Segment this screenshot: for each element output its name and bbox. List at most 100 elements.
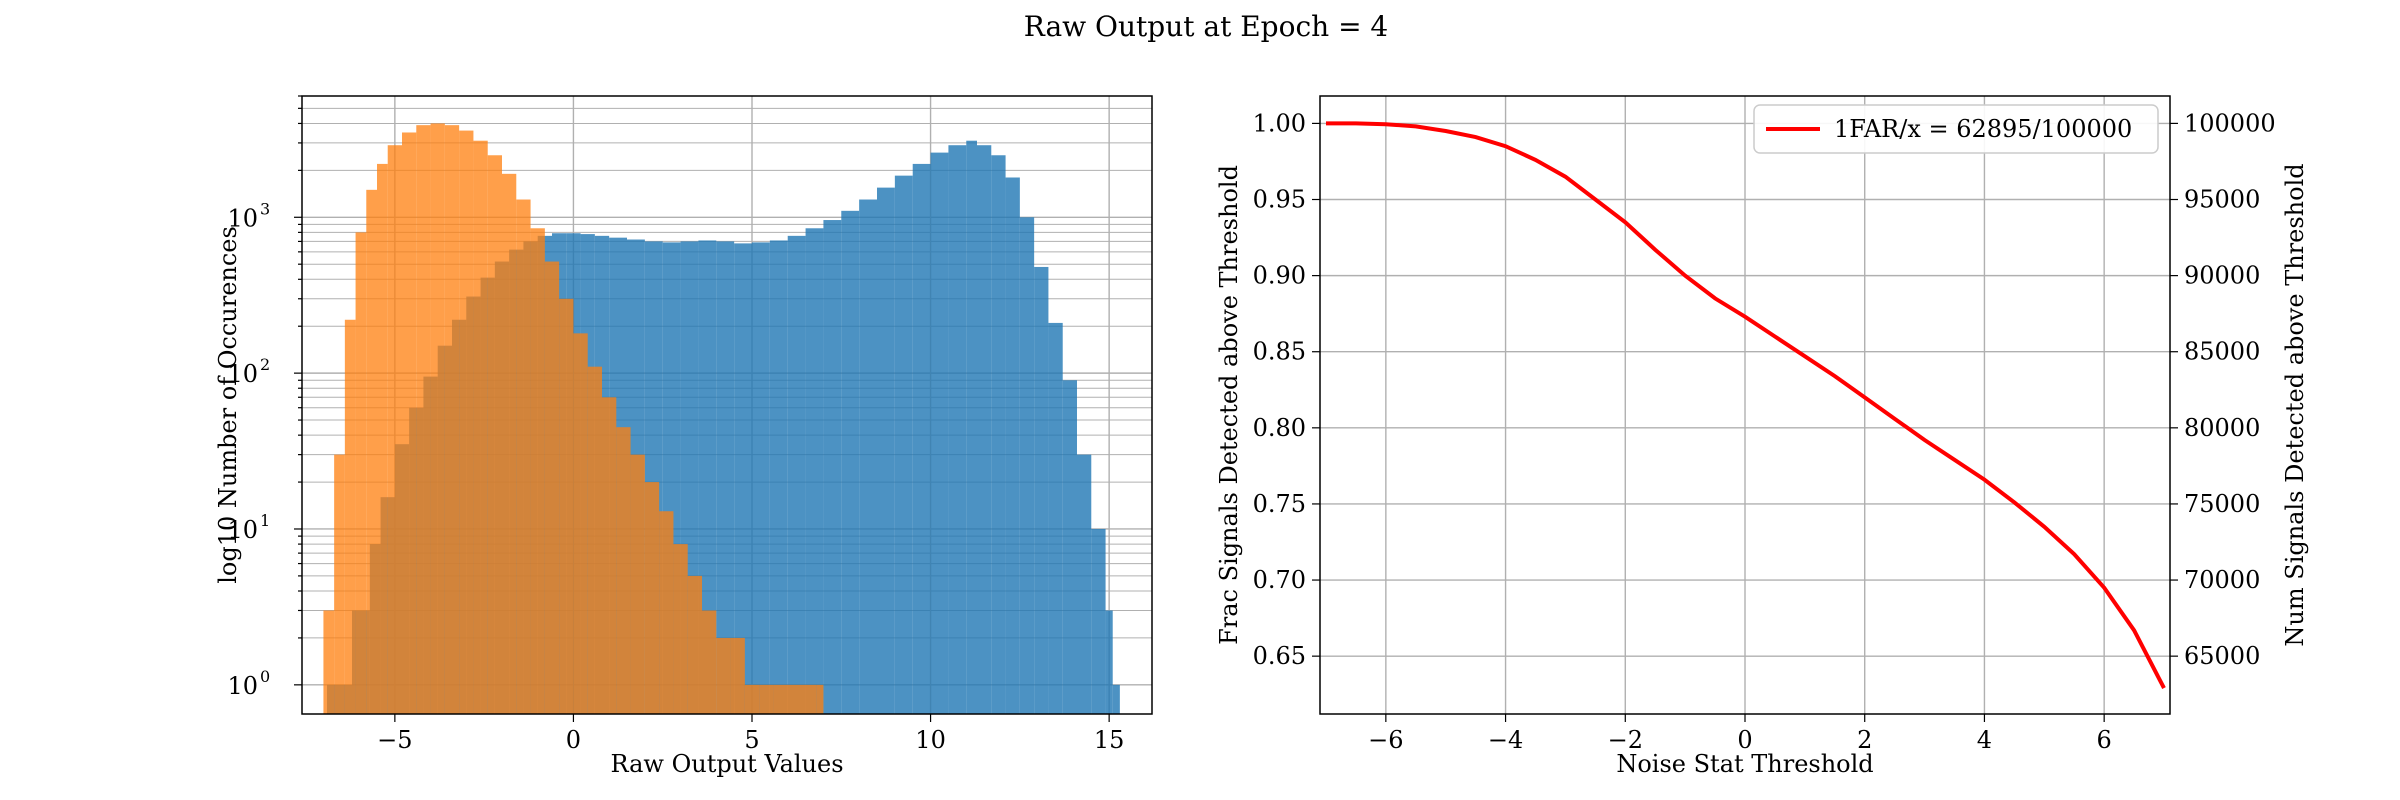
right-y-tick-label: 95000 (2184, 186, 2260, 214)
bar-noise (530, 228, 545, 714)
right-y-tick-label: 65000 (2184, 642, 2260, 670)
right-y-tick-label: 70000 (2184, 566, 2260, 594)
histogram-y-label: log10 Number of Occurences (214, 226, 242, 584)
bar-noise (416, 125, 431, 715)
y-tick-label: 0.90 (1253, 262, 1306, 290)
bar-signal (841, 210, 860, 715)
bar-noise (355, 232, 367, 714)
line-grid (1320, 96, 2170, 714)
y-tick-label: 1.00 (1253, 109, 1306, 137)
bar-noise (816, 684, 824, 714)
line-y-ticks: 0.65 0.70 0.75 0.80 0.85 0.90 0.95 1.00 (1253, 109, 1320, 670)
bar-signal (877, 187, 895, 714)
bar-signal (894, 175, 913, 715)
bar-signal (859, 199, 877, 714)
legend-label: 1FAR/x = 62895/100000 (1834, 115, 2132, 143)
histogram-bars (323, 123, 1120, 715)
bar-noise (702, 610, 717, 714)
bar-signal (1112, 684, 1120, 714)
y-tick-label: 0.70 (1253, 566, 1306, 594)
bar-signal (1105, 610, 1113, 714)
bar-noise (430, 123, 445, 715)
x-tick-label: 6 (2097, 726, 2112, 754)
bar-noise (366, 189, 377, 714)
x-tick-label: 5 (744, 726, 759, 754)
bar-noise (502, 173, 517, 714)
y-tick-label: 10 (227, 516, 258, 544)
legend-box (1753, 104, 2159, 154)
bar-noise (377, 163, 388, 715)
bar-signal (752, 242, 770, 715)
line-right-y-ticks: 65000 70000 75000 80000 85000 90000 95000 10000… (2170, 109, 2276, 670)
bar-noise (444, 125, 460, 715)
x-tick-label: 0 (566, 726, 581, 754)
histogram-frame (301, 95, 1153, 715)
bar-signal (769, 240, 788, 714)
bar-noise (473, 140, 488, 714)
bar-noise (323, 610, 335, 714)
bar-signal (1077, 454, 1092, 714)
bar-noise (659, 511, 674, 714)
bar-noise (616, 427, 631, 714)
bar-noise (487, 155, 502, 714)
bar-signal (1005, 177, 1020, 714)
detection-curve (1326, 121, 2166, 690)
bar-noise (602, 397, 617, 714)
bar-noise (344, 319, 356, 714)
right-y-tick-label: 75000 (2184, 490, 2260, 518)
bar-noise (730, 637, 745, 714)
bar-noise (387, 145, 402, 714)
bar-noise (673, 544, 688, 714)
right-y-tick-label: 85000 (2184, 338, 2260, 366)
bar-signal (734, 243, 752, 714)
bar-signal (698, 240, 717, 714)
bar-signal (805, 228, 824, 714)
bar-signal (912, 163, 931, 715)
y-tick-exponent: 0 (260, 667, 270, 686)
right-y-tick-label: 90000 (2184, 262, 2260, 290)
y-tick-exponent: 2 (260, 355, 270, 374)
y-tick-label: 10 (227, 672, 258, 700)
right-y-tick-label: 100000 (2184, 109, 2276, 137)
bar-signal (948, 145, 967, 714)
bar-noise (544, 261, 560, 714)
legend: 1FAR/x = 62895/100000 (1753, 104, 2159, 154)
y-tick-label: 0.95 (1253, 186, 1306, 214)
line-panel: −6 −4 −2 0 2 4 6 0.65 0.70 0.75 0.80 0.85 0.90 0.95 1… (1215, 95, 2309, 778)
bar-noise (644, 482, 660, 714)
bar-noise (744, 684, 760, 714)
x-tick-label: 15 (1094, 726, 1125, 754)
y-tick-label: 10 (227, 204, 258, 232)
bar-noise (759, 684, 774, 714)
y-tick-label: 0.75 (1253, 490, 1306, 518)
bar-noise (716, 637, 731, 714)
y-tick-label: 0.85 (1253, 338, 1306, 366)
histogram-x-label: Raw Output Values (610, 750, 843, 778)
bar-noise (516, 199, 531, 714)
bar-signal (787, 235, 806, 715)
bar-signal (1034, 266, 1049, 714)
bar-noise (630, 454, 645, 714)
bar-noise (773, 684, 817, 714)
bar-signal (930, 152, 949, 714)
bar-noise (587, 366, 602, 714)
bar-noise (559, 298, 574, 714)
bar-signal (1091, 528, 1106, 714)
bar-noise (334, 454, 345, 714)
bar-signal (991, 155, 1006, 714)
bar-noise (573, 333, 588, 714)
bar-signal (1019, 217, 1035, 715)
y-tick-exponent: 3 (260, 199, 270, 218)
line-y-label: Frac Signals Detected above Threshold (1215, 165, 1243, 645)
bar-signal (823, 220, 842, 714)
bar-noise (459, 130, 474, 714)
x-tick-label: 10 (915, 726, 946, 754)
line-x-label: Noise Stat Threshold (1616, 750, 1873, 778)
line-x-ticks: −6 −4 −2 0 2 4 6 (1368, 714, 2112, 754)
histogram-x-ticks: −5 0 5 10 15 (377, 714, 1124, 754)
right-y-tick-label: 80000 (2184, 414, 2260, 442)
bar-signal (1062, 380, 1077, 714)
bar-signal (966, 140, 977, 714)
